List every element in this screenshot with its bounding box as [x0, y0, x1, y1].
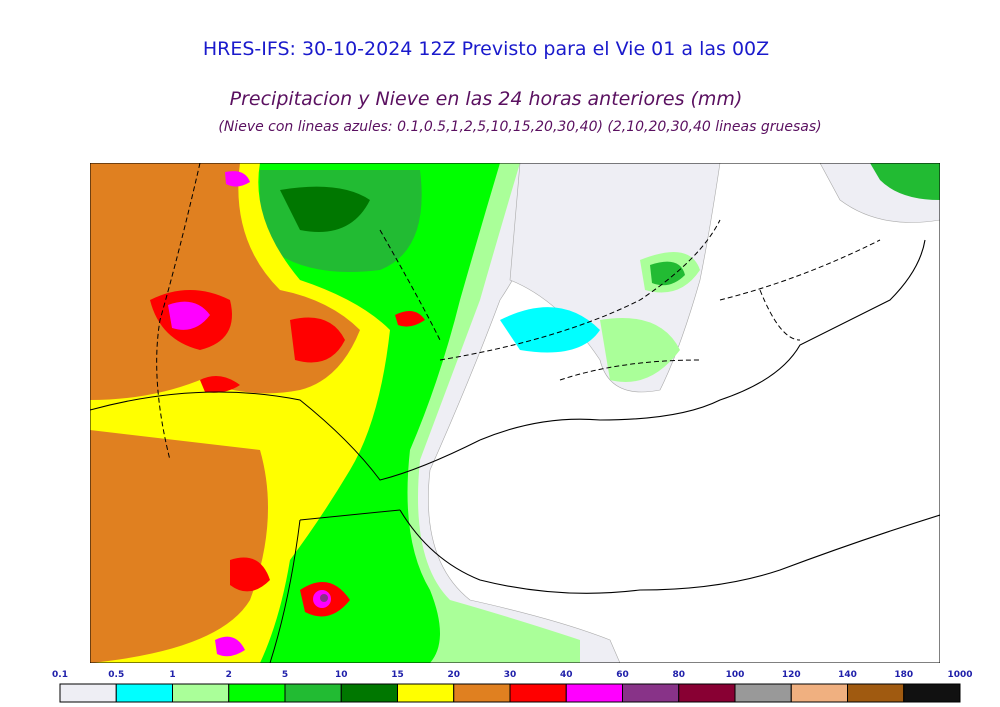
colorbar-box: [397, 683, 455, 703]
colorbar-box: [340, 683, 398, 703]
colorbar-label: 80: [672, 670, 685, 680]
colorbar: 0.1 0.5 1 2 5 10 15 20 30 40 60 80 100 120 140 180 1000: [52, 670, 973, 703]
map: [90, 163, 940, 663]
colorbar-label: 20: [447, 670, 460, 680]
colorbar-label: 0.5: [108, 670, 124, 680]
colorbar-label: 100: [726, 670, 745, 680]
colorbar-label: 2: [226, 670, 232, 680]
colorbar-label: 10: [335, 670, 348, 680]
colorbar-box: [678, 683, 736, 703]
colorbar-label: 180: [894, 670, 913, 680]
colorbar-box: [228, 683, 286, 703]
colorbar-box: [59, 683, 117, 703]
colorbar-label: 15: [391, 670, 404, 680]
title: HRES-IFS: 30-10-2024 12Z Previsto para e…: [203, 38, 769, 60]
colorbar-box: [509, 683, 567, 703]
colorbar-box: [622, 683, 680, 703]
colorbar-box: [565, 683, 623, 703]
subtitle: Precipitacion y Nieve en las 24 horas an…: [230, 88, 743, 110]
colorbar-box: [903, 683, 961, 703]
colorbar-label: 30: [504, 670, 517, 680]
colorbar-box: [790, 683, 848, 703]
colorbar-label: 40: [560, 670, 573, 680]
colorbar-label: 60: [616, 670, 629, 680]
colorbar-box: [284, 683, 342, 703]
colorbar-box: [453, 683, 511, 703]
colorbar-box: [734, 683, 792, 703]
colorbar-label: 5: [282, 670, 288, 680]
note: (Nieve con lineas azules: 0.1,0.5,1,2,5,…: [218, 119, 821, 135]
colorbar-label: 120: [782, 670, 801, 680]
colorbar-box: [172, 683, 230, 703]
colorbar-label: 140: [838, 670, 857, 680]
colorbar-box: [847, 683, 905, 703]
colorbar-box: [115, 683, 173, 703]
colorbar-label: 1000: [947, 670, 972, 680]
colorbar-label: 1: [169, 670, 175, 680]
colorbar-label: 0.1: [52, 670, 68, 680]
